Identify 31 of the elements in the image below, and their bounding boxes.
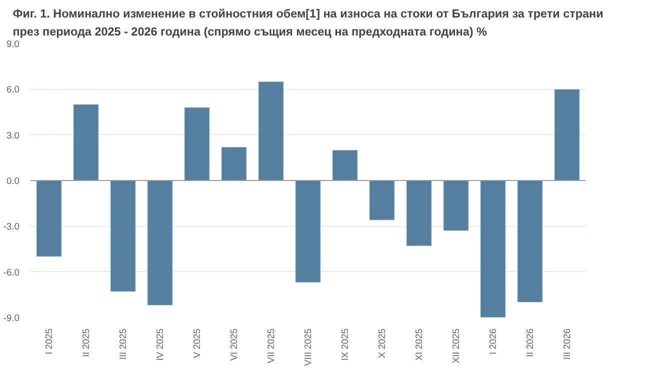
x-tick-label: II 2025 bbox=[81, 328, 91, 358]
x-tick-label: I 2026 bbox=[488, 328, 498, 354]
x-tick-label: III 2025 bbox=[118, 328, 128, 360]
x-tick-label: XII 2025 bbox=[451, 328, 461, 364]
x-tick-label: IV 2025 bbox=[155, 328, 165, 361]
bar bbox=[184, 107, 210, 181]
x-tick-label: IX 2025 bbox=[340, 328, 350, 361]
bar bbox=[406, 180, 432, 246]
x-tick-label: V 2025 bbox=[192, 328, 202, 358]
chart-title: Фиг. 1. Номинално изменение в стойностния обем[1] на износа на стоки от България за трети страни през периода 2025 - 2026 година (спрямо същия месец на предходната година) % bbox=[12, 7, 604, 38]
x-tick-label: I 2025 bbox=[44, 328, 54, 354]
y-tick-label: 6.0 bbox=[6, 84, 20, 95]
bar bbox=[221, 146, 247, 181]
x-tick-label: III 2026 bbox=[562, 328, 572, 360]
x-tick-label: VII 2025 bbox=[266, 328, 276, 364]
y-tick-label: -6.0 bbox=[3, 267, 20, 278]
x-tick-label: VI 2025 bbox=[229, 328, 239, 361]
x-tick-label: X 2025 bbox=[377, 328, 387, 358]
bar bbox=[36, 180, 62, 257]
bar bbox=[332, 150, 358, 181]
x-tick-label: XI 2025 bbox=[414, 328, 424, 361]
y-tick-label: -3.0 bbox=[3, 222, 20, 232]
x-tick-label: II 2026 bbox=[525, 328, 535, 358]
y-tick-label: 3.0 bbox=[6, 130, 20, 140]
bar bbox=[73, 104, 99, 181]
bar bbox=[369, 180, 395, 220]
x-tick-label: VIII 2025 bbox=[303, 328, 313, 366]
y-tick-label: 9.0 bbox=[6, 39, 20, 49]
y-tick-label: -9.0 bbox=[3, 313, 20, 323]
bar bbox=[443, 180, 469, 231]
y-tick-label: 0.0 bbox=[6, 176, 20, 186]
